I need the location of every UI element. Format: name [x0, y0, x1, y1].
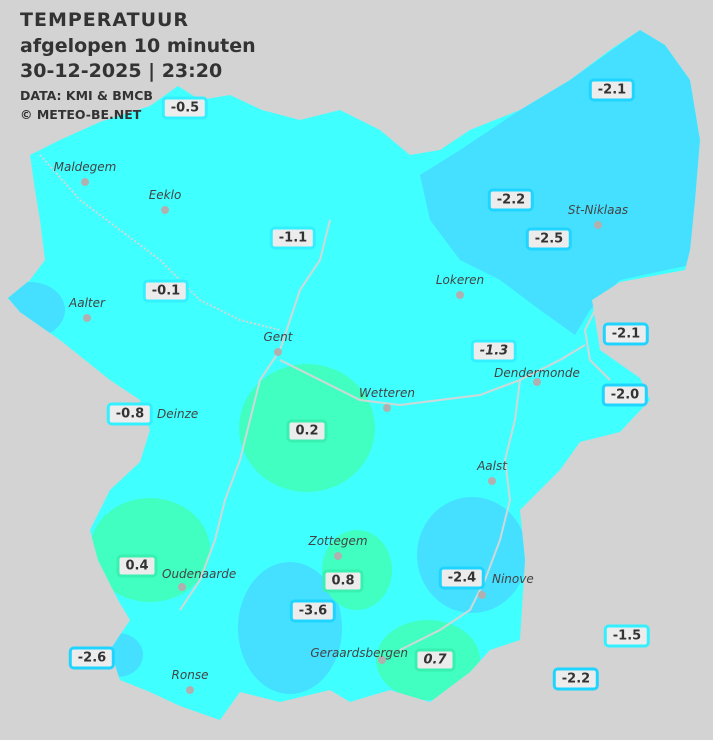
station-temperature-label[interactable]: -2.1: [588, 78, 636, 102]
city-label: Ninove: [492, 572, 534, 586]
city-dot: [274, 348, 282, 356]
station-temperature-label[interactable]: -2.0: [601, 383, 649, 407]
city-label: Maldegem: [53, 160, 117, 174]
station-temperature-label[interactable]: -0.8: [106, 402, 154, 426]
zone-cold-northeast: [420, 30, 700, 335]
station-temperature-label[interactable]: 0.8: [322, 569, 364, 593]
city-label: St-Niklaas: [567, 203, 629, 217]
copyright: © METEO-BE.NET: [20, 107, 142, 122]
station-temperature-label[interactable]: -3.6: [289, 599, 337, 623]
station-temperature-label[interactable]: -1.5: [603, 624, 651, 648]
city-label: Ronse: [171, 668, 209, 682]
city-label: Lokeren: [435, 273, 485, 287]
station-temperature-label[interactable]: -1.1: [269, 226, 317, 250]
city-dot: [383, 404, 391, 412]
city-label: Geraardsbergen: [310, 646, 408, 660]
city-dot: [334, 552, 342, 560]
station-temperature-label[interactable]: 0.7: [414, 648, 456, 672]
city-dot: [456, 291, 464, 299]
station-temperature-label[interactable]: -2.2: [487, 188, 535, 212]
city-label: Zottegem: [308, 534, 368, 548]
zone-cold-south: [238, 562, 342, 694]
city-dot: [83, 314, 91, 322]
city-label: Wetteren: [359, 386, 415, 400]
map-title: TEMPERATUUR: [20, 9, 190, 31]
station-temperature-label[interactable]: -2.4: [438, 566, 486, 590]
station-temperature-label[interactable]: -2.2: [552, 667, 600, 691]
data-source: DATA: KMI & BMCB: [20, 88, 153, 103]
city-dot: [186, 686, 194, 694]
city-label: Aalter: [69, 296, 105, 310]
station-temperature-label[interactable]: -0.1: [142, 279, 190, 303]
station-temperature-label[interactable]: 0.4: [116, 554, 158, 578]
station-temperature-label[interactable]: -2.1: [602, 322, 650, 346]
city-dot: [488, 477, 496, 485]
city-dot: [161, 206, 169, 214]
station-temperature-label[interactable]: -2.5: [525, 227, 573, 251]
station-temperature-label[interactable]: -1.3: [470, 339, 518, 363]
city-dot: [178, 583, 186, 591]
city-label: Oudenaarde: [162, 567, 237, 581]
city-label: Deinze: [157, 407, 199, 421]
city-label: Gent: [263, 330, 293, 344]
city-label: Aalst: [477, 459, 507, 473]
city-label: Dendermonde: [494, 366, 580, 380]
city-dot: [594, 221, 602, 229]
map-datetime: 30-12-2025 | 23:20: [20, 60, 223, 82]
city-label: Eeklo: [148, 188, 182, 202]
map-subtitle: afgelopen 10 minuten: [20, 35, 256, 57]
city-dot: [478, 591, 486, 599]
rivers-canals: [39, 154, 611, 651]
station-temperature-label[interactable]: -0.5: [161, 96, 209, 120]
zone-cold-ninove: [417, 497, 527, 613]
zone-mild-oudenaarde: [90, 498, 210, 602]
city-dot: [378, 656, 386, 664]
city-dot: [81, 178, 89, 186]
city-dot: [533, 378, 541, 386]
station-temperature-label[interactable]: -2.6: [68, 646, 116, 670]
station-temperature-label[interactable]: 0.2: [286, 419, 328, 443]
